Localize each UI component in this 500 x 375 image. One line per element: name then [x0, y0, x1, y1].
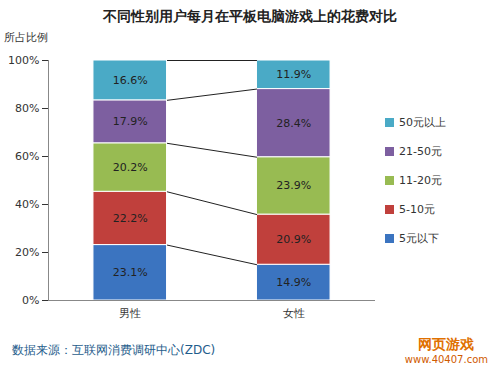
html-text:www.40407.com: www.40407.com: [404, 353, 488, 365]
html-text:21-50元: 21-50元: [399, 144, 442, 158]
svg-text:20.9%: 20.9%: [276, 233, 311, 246]
svg-text:女性: 女性: [283, 307, 305, 320]
svg-text:23.1%: 23.1%: [113, 266, 148, 279]
svg-text:11.9%: 11.9%: [276, 68, 311, 81]
svg-text:60%: 60%: [15, 150, 39, 163]
svg-text:16.6%: 16.6%: [113, 74, 148, 87]
svg-text:所占比例: 所占比例: [4, 31, 48, 44]
svg-text:男性: 男性: [119, 307, 141, 320]
html-text:网页游戏: 网页游戏: [418, 335, 475, 352]
html-text:5-10元: 5-10元: [399, 202, 435, 216]
svg-text:0%: 0%: [22, 294, 39, 307]
svg-text:14.9%: 14.9%: [276, 276, 311, 289]
html-text:5元以下: 5元以下: [399, 231, 439, 245]
svg-text:80%: 80%: [15, 102, 39, 115]
html-text:50元以上: 50元以上: [399, 115, 446, 129]
svg-text:100%: 100%: [8, 54, 39, 67]
html-text:不同性别用户每月在平板电脑游戏上的花费对比: 不同性别用户每月在平板电脑游戏上的花费对比: [103, 8, 397, 24]
svg-text:20%: 20%: [15, 246, 39, 259]
svg-text:23.9%: 23.9%: [276, 179, 311, 192]
svg-text:17.9%: 17.9%: [113, 115, 148, 128]
svg-text:22.2%: 22.2%: [113, 212, 148, 225]
svg-text:20.2%: 20.2%: [113, 161, 148, 174]
svg-text:40%: 40%: [15, 198, 39, 211]
svg-text:28.4%: 28.4%: [276, 117, 311, 130]
html-text:数据来源：互联网消费调研中心(ZDC): 数据来源：互联网消费调研中心(ZDC): [12, 342, 216, 357]
html-text:11-20元: 11-20元: [399, 173, 442, 187]
